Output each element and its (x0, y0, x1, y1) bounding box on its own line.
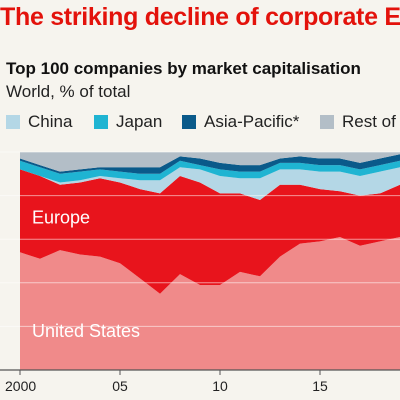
x-tick-label-15: 15 (312, 378, 328, 394)
legend-item-asia-pacific: Asia-Pacific* (182, 110, 299, 134)
legend-item-japan: Japan (94, 110, 162, 134)
area-label-united-states: United States (32, 321, 140, 341)
area-label-layer: Europe United States (32, 207, 140, 341)
x-tick-label-2000: 2000 (5, 378, 36, 394)
legend-item-rest-of-world: Rest of w (320, 110, 400, 134)
legend-swatch-rest-of-world (320, 115, 334, 129)
area-label-europe: Europe (32, 207, 90, 227)
legend-label-asia-pacific: Asia-Pacific* (204, 112, 300, 131)
area-rest-of-w (20, 152, 400, 172)
area-united-states (20, 237, 400, 370)
legend-label-japan: Japan (116, 112, 163, 131)
area-europe (20, 169, 400, 294)
area-layer (20, 152, 400, 370)
area-asia-pacific (20, 154, 400, 174)
x-tick-label-10: 10 (212, 378, 228, 394)
legend-swatch-china (6, 115, 20, 129)
legend-item-china: China (6, 110, 72, 134)
legend-swatch-asia-pacific (182, 115, 196, 129)
stacked-area-chart: Europe United States 2000 05 10 15 (0, 151, 400, 394)
legend-label-rest-of-world: Rest of w (342, 112, 400, 131)
legend-label-china: China (28, 112, 73, 131)
chart-units: World, % of total (6, 82, 131, 101)
legend-swatch-japan (94, 115, 108, 129)
x-tick-label-05: 05 (112, 378, 128, 394)
chart-subtitle: Top 100 companies by market capitalisati… (6, 59, 361, 78)
area-china (20, 167, 400, 200)
chart-title: The striking decline of corporate Eu (0, 3, 400, 31)
gridlines (0, 151, 400, 371)
area-japan (20, 160, 400, 183)
x-axis: 2000 05 10 15 (5, 370, 328, 394)
